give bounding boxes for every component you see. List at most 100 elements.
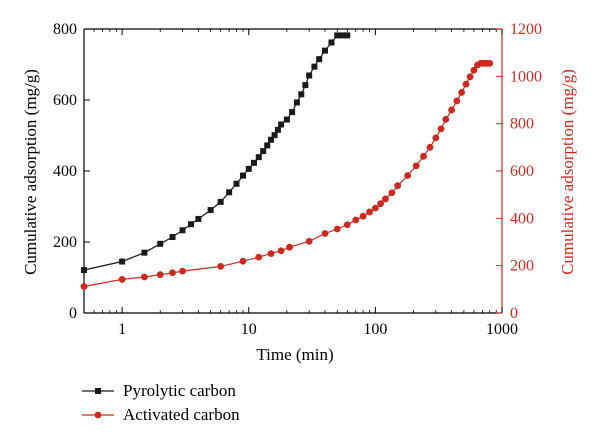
data-point <box>188 221 195 228</box>
data-point <box>245 165 252 172</box>
data-point <box>404 172 412 179</box>
data-point <box>321 47 328 54</box>
y-right-tick-label: 400 <box>510 210 534 227</box>
plot-frame <box>83 28 503 314</box>
data-point <box>179 227 186 234</box>
data-point <box>306 72 313 79</box>
y-right-tick-label: 1000 <box>510 68 542 85</box>
data-point <box>453 97 461 105</box>
data-point <box>305 237 313 245</box>
legend-marker <box>94 411 102 419</box>
data-point <box>394 182 402 190</box>
y-right-tick-label: 1200 <box>510 21 542 38</box>
data-point <box>250 159 257 166</box>
data-point <box>255 253 263 261</box>
y-right-axis-title: Cumulative adsorption (mg/g) <box>558 69 577 275</box>
data-point <box>420 152 427 160</box>
data-point <box>381 195 389 203</box>
y-left-tick-label: 600 <box>53 92 77 109</box>
y-right-tick-label: 600 <box>510 163 534 180</box>
data-point <box>316 56 323 63</box>
data-point <box>448 106 456 114</box>
legend-item: Activated carbon <box>82 405 240 424</box>
data-point <box>118 275 126 283</box>
x-tick-label: 10 <box>241 321 257 338</box>
data-point <box>437 125 445 133</box>
data-point <box>141 249 148 256</box>
data-point <box>141 273 148 281</box>
data-point <box>339 32 346 39</box>
data-point <box>333 225 341 233</box>
data-point <box>156 271 164 279</box>
data-point <box>255 154 262 161</box>
legend-marker <box>95 388 101 394</box>
data-point <box>328 39 335 46</box>
y-left-tick-label: 0 <box>69 305 77 322</box>
data-point <box>334 32 341 39</box>
data-point <box>260 148 267 155</box>
data-point <box>169 269 176 277</box>
data-point <box>239 172 246 179</box>
data-point <box>239 257 247 265</box>
data-point <box>271 132 278 139</box>
y-left-tick-label: 800 <box>53 21 77 38</box>
data-point <box>233 180 240 187</box>
legend-item: Pyrolytic carbon <box>82 381 236 400</box>
data-point <box>289 109 296 116</box>
legend: Pyrolytic carbon Activated carbon <box>82 381 240 424</box>
data-point <box>321 230 329 237</box>
data-point <box>277 247 285 255</box>
data-point <box>470 66 478 74</box>
legend-label: Pyrolytic carbon <box>123 381 236 400</box>
x-tick-label: 100 <box>363 321 387 338</box>
data-point <box>486 59 494 67</box>
y-left-axis-title: Cumulative adsorption (mg/g) <box>21 69 40 275</box>
data-point <box>283 116 290 123</box>
data-point <box>302 82 309 89</box>
data-point <box>278 121 285 128</box>
data-point <box>371 204 379 212</box>
y-right-tick-label: 0 <box>510 305 518 322</box>
data-point <box>388 189 396 197</box>
data-point <box>344 32 351 39</box>
data-point <box>195 215 202 222</box>
data-point <box>217 198 224 205</box>
data-point <box>286 243 293 251</box>
y-left-tick-label: 200 <box>53 234 77 251</box>
data-point <box>343 221 351 229</box>
data-point <box>366 208 373 216</box>
y-left-tick-label: 400 <box>53 163 77 180</box>
data-point <box>274 126 281 133</box>
data-point <box>207 207 214 214</box>
data-point <box>298 91 305 98</box>
x-tick-label: 1000 <box>486 321 518 338</box>
legend-label: Activated carbon <box>123 405 240 424</box>
data-point <box>311 63 318 70</box>
x-axis-title: Time (min) <box>256 345 333 364</box>
series-activated-carbon <box>80 59 494 290</box>
data-point <box>426 143 434 151</box>
data-point <box>458 89 466 96</box>
data-point <box>80 283 88 290</box>
data-point <box>217 262 225 270</box>
series-layer <box>80 32 494 290</box>
data-point <box>412 162 420 170</box>
data-point <box>179 267 186 275</box>
data-point <box>466 73 474 81</box>
data-point <box>119 258 126 265</box>
data-point <box>359 212 367 220</box>
data-point <box>226 189 233 196</box>
data-point <box>81 267 87 274</box>
data-point <box>267 250 275 257</box>
y-right-tick-label: 200 <box>510 258 534 275</box>
data-point <box>169 234 176 241</box>
data-point <box>157 240 164 247</box>
series-pyrolytic-carbon <box>81 32 351 274</box>
x-tick-label: 1 <box>118 321 126 338</box>
ticks-layer: 1 10 100 1000020040060080002004006008001000… <box>53 21 542 338</box>
data-point <box>264 142 271 149</box>
data-point <box>462 80 470 88</box>
data-point <box>377 200 385 208</box>
y-right-tick-label: 800 <box>510 116 534 133</box>
